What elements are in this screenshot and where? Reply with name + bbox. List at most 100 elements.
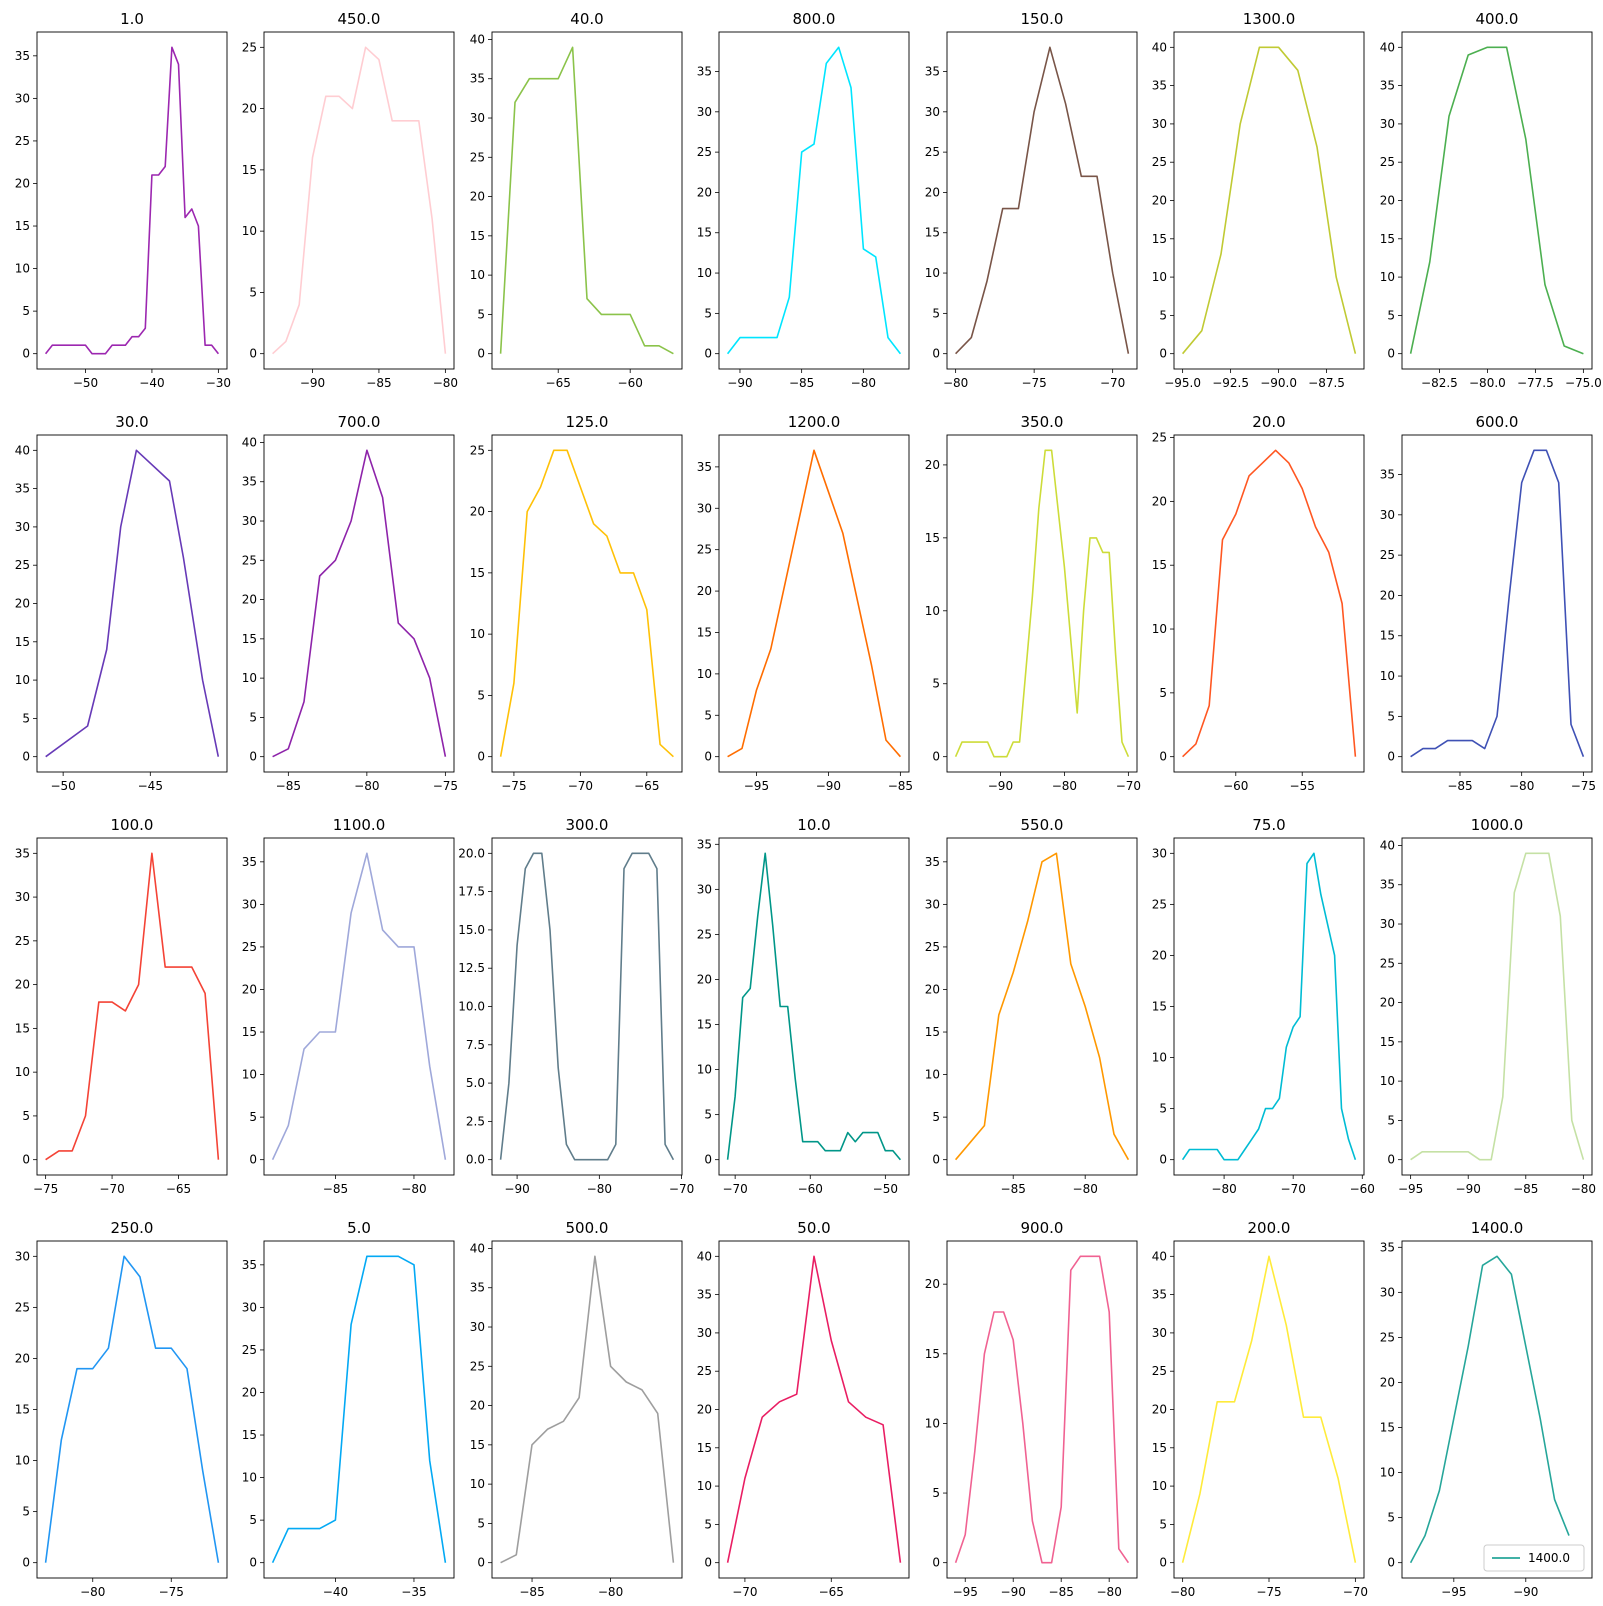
y-tick-label: 0: [477, 750, 485, 764]
data-point: [1525, 138, 1527, 140]
subplot-title: 20.0: [1252, 413, 1285, 431]
data-point: [779, 1005, 781, 1007]
data-point: [1057, 508, 1059, 510]
axes-frame: [491, 434, 683, 773]
y-tick-label: 35: [15, 49, 30, 63]
y-tick-label: 15: [470, 229, 485, 243]
y-tick-label: 30: [925, 897, 940, 911]
data-point: [741, 747, 743, 749]
data-point: [794, 1077, 796, 1079]
y-tick-label: 0: [22, 347, 30, 361]
data-point: [1313, 852, 1315, 854]
y-tick-label: 30: [15, 1249, 30, 1263]
y-tick-label: 35: [697, 837, 712, 851]
series-line: [1409, 1255, 1570, 1564]
series-line: [1410, 449, 1585, 758]
axes-frame: [36, 434, 228, 773]
data-point: [1446, 739, 1448, 741]
series-line: [1410, 852, 1585, 1161]
data-point: [1070, 639, 1072, 641]
subplot-13: 800.0 0 5 10 15 20 25 30 35 −90 −85 −80: [697, 10, 910, 390]
y-tick-label: 10: [470, 627, 485, 641]
x-tick-label: −65: [166, 1182, 191, 1196]
y-tick-label: 15.0: [458, 923, 485, 937]
y-tick-label: 10: [15, 673, 30, 687]
data-point: [1235, 513, 1237, 515]
y-tick-label: 35: [1380, 468, 1395, 482]
y-tick-label: 20: [697, 185, 712, 199]
x-tick-label: −75: [1571, 779, 1596, 793]
data-point: [1044, 449, 1046, 451]
data-point: [516, 944, 518, 946]
axes-frame: [946, 837, 1138, 1176]
data-point: [1453, 1417, 1455, 1419]
x-tick-label: −80: [1170, 1585, 1195, 1599]
y-tick-label: 0: [1387, 347, 1395, 361]
subplot-5: 450.0 0 5 10 15 20 25 −90 −85 −80: [242, 10, 458, 390]
data-point: [1118, 1548, 1120, 1550]
axes-frame: [718, 31, 910, 370]
data-point: [954, 1159, 956, 1161]
axes-frame: [491, 31, 683, 370]
data-point: [830, 1339, 832, 1341]
y-tick-label: 15: [925, 1025, 940, 1039]
data-point: [429, 1065, 431, 1067]
data-point: [869, 1131, 871, 1133]
data-point: [1223, 1159, 1225, 1161]
series-line: [271, 852, 447, 1161]
y-tick-label: 10: [1152, 1051, 1167, 1065]
data-point: [813, 1255, 815, 1257]
data-point: [1127, 756, 1129, 758]
y-tick-label: 40: [242, 435, 257, 449]
data-point: [139, 1276, 141, 1278]
data-point: [726, 1562, 728, 1564]
data-point: [1521, 481, 1523, 483]
data-point: [1471, 739, 1473, 741]
y-tick-label: 15: [697, 226, 712, 240]
y-tick-label: 0: [704, 347, 712, 361]
y-tick-label: 10: [1380, 669, 1395, 683]
y-tick-label: 25: [15, 1300, 30, 1314]
y-tick-label: 0: [22, 1556, 30, 1570]
y-tick-label: 10: [697, 266, 712, 280]
data-point: [303, 701, 305, 703]
data-point: [444, 756, 446, 758]
data-point: [954, 353, 956, 355]
data-point: [757, 915, 759, 917]
data-point: [1063, 566, 1065, 568]
data-point: [111, 344, 113, 346]
data-point: [1271, 1107, 1273, 1109]
y-tick-label: 15: [925, 531, 940, 545]
data-point: [92, 1368, 94, 1370]
data-point: [776, 336, 778, 338]
y-tick-label: 15: [697, 1018, 712, 1032]
data-point: [1571, 1119, 1573, 1121]
y-tick-label: 15: [1380, 1035, 1395, 1049]
data-point: [1127, 1159, 1129, 1161]
data-point: [532, 852, 534, 854]
data-point: [600, 313, 602, 315]
data-point: [444, 353, 446, 355]
y-tick-label: 0: [704, 1556, 712, 1570]
data-point: [1558, 481, 1560, 483]
subplot-title: 30.0: [115, 413, 148, 431]
subplot-title: 300.0: [566, 816, 609, 834]
y-tick-label: 30: [470, 1320, 485, 1334]
x-tick-label: −80: [1073, 1182, 1098, 1196]
subplot-7: 1100.0 0 5 10 15 20 25 30 35 −85 −80: [242, 816, 455, 1196]
y-tick-label: 5: [249, 710, 257, 724]
subplot-12: 500.0 0 5 10 15 20 25 30 35 40 −85 −80: [470, 1219, 683, 1599]
data-point: [1510, 1273, 1512, 1275]
data-point: [787, 1005, 789, 1007]
data-point: [1264, 1107, 1266, 1109]
data-point: [1012, 741, 1014, 743]
data-point: [726, 353, 728, 355]
y-tick-label: 5: [249, 1110, 257, 1124]
y-tick-label: 15: [242, 632, 257, 646]
data-point: [1508, 594, 1510, 596]
data-point: [865, 1416, 867, 1418]
data-point: [204, 992, 206, 994]
y-tick-label: 20: [1380, 194, 1395, 208]
y-tick-label: 25: [697, 543, 712, 557]
subplot-6: 700.0 0 5 10 15 20 25 30 35 40 −85 −80 −75: [242, 413, 458, 793]
